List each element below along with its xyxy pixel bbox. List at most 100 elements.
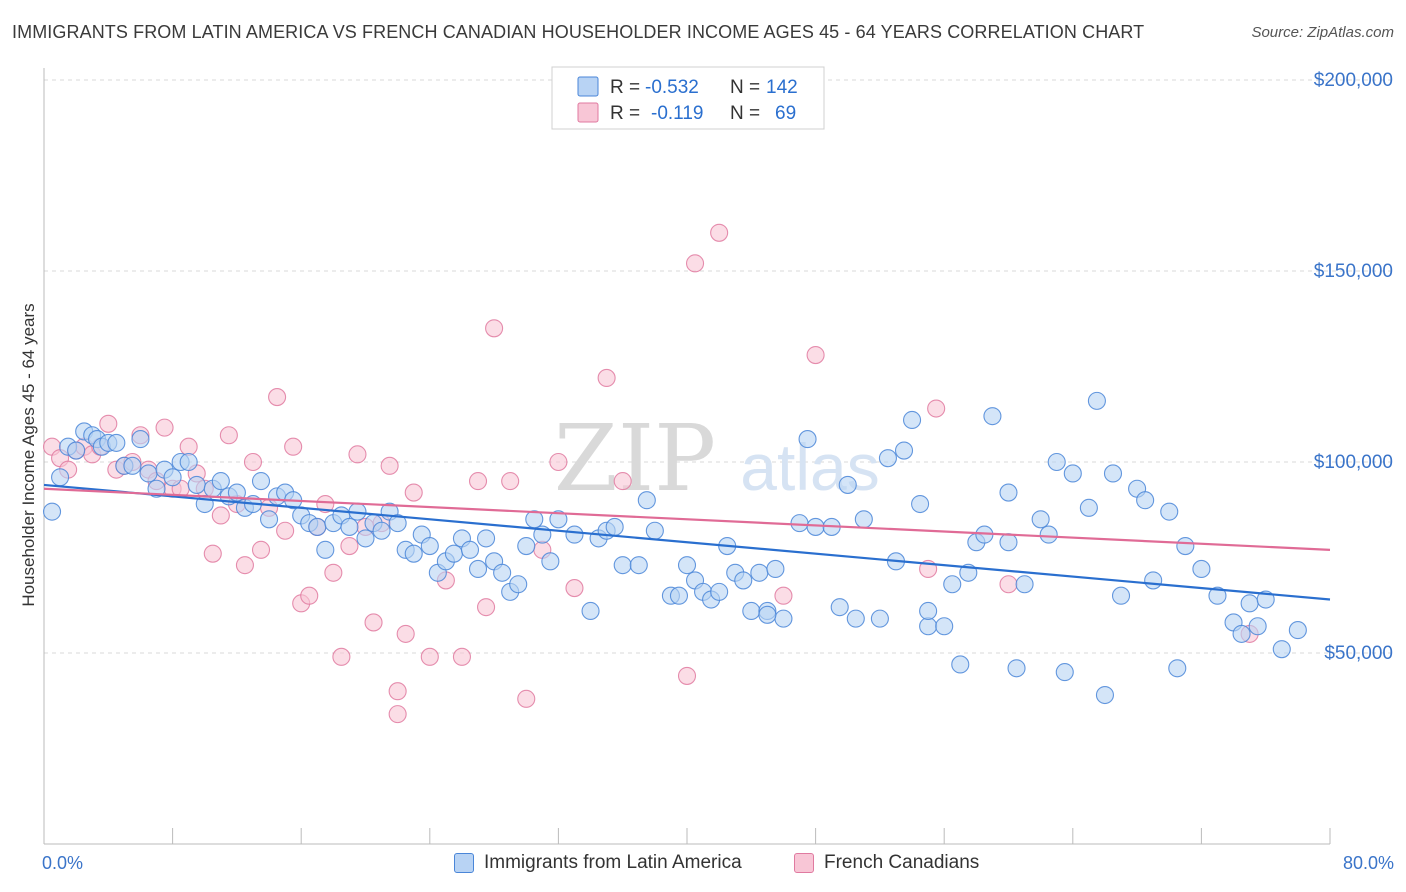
point-latin-america [581, 601, 600, 621]
point-french-canadians [388, 682, 407, 701]
legend-stats: R = -0.532 N = 142 R = -0.119 N = 69 [551, 66, 825, 130]
point-french-canadians [324, 563, 343, 582]
point-latin-america [388, 514, 407, 533]
point-latin-america [830, 598, 849, 617]
point-latin-america [935, 617, 954, 636]
legend-label-french-canadians: French Canadians [824, 852, 980, 873]
point-latin-america [1232, 624, 1251, 643]
watermark: ZIP atlas [554, 405, 880, 512]
point-latin-america [919, 601, 938, 621]
point-french-canadians [774, 586, 793, 605]
point-latin-america [999, 483, 1018, 502]
point-latin-america [1168, 659, 1187, 678]
point-french-canadians [284, 437, 303, 456]
legend-item-latin-america[interactable]: Immigrants from Latin America [454, 852, 742, 874]
point-latin-america [806, 517, 825, 536]
point-latin-america [372, 521, 391, 540]
point-french-canadians [364, 613, 383, 632]
point-french-canadians [99, 414, 118, 433]
point-latin-america [468, 559, 488, 579]
point-latin-america [766, 559, 785, 579]
point-latin-america [790, 514, 809, 533]
point-latin-america [51, 468, 70, 487]
point-latin-america [1288, 621, 1307, 640]
point-latin-america [404, 544, 423, 563]
point-latin-america [1039, 525, 1058, 544]
point-latin-america [1176, 536, 1195, 556]
point-latin-america [758, 605, 777, 624]
point-latin-america [1079, 498, 1098, 517]
legend-r-label-blue: R = [610, 77, 640, 98]
point-french-canadians [927, 399, 946, 418]
series-french-canadians-points [42, 223, 1259, 724]
point-french-canadians [806, 345, 825, 365]
point-latin-america [1111, 586, 1131, 605]
point-french-canadians [613, 472, 632, 491]
point-latin-america [1047, 452, 1066, 472]
point-latin-america [163, 468, 182, 487]
point-latin-america [894, 441, 914, 460]
point-latin-america [477, 529, 496, 548]
y-axis-title: Householder Income Ages 45 - 64 years [19, 303, 38, 606]
chart-title: IMMIGRANTS FROM LATIN AMERICA VS FRENCH … [12, 22, 1145, 42]
legend-r-value-blue: -0.532 [645, 77, 699, 98]
point-french-canadians [300, 586, 319, 605]
point-latin-america [1240, 594, 1259, 613]
axes [43, 68, 1331, 845]
y-tick-label: $200,000 [1314, 70, 1393, 91]
point-latin-america [420, 536, 439, 556]
point-latin-america [1103, 464, 1123, 483]
legend-item-french-canadians[interactable]: French Canadians [794, 852, 979, 874]
point-latin-america [211, 472, 230, 491]
point-latin-america [1160, 502, 1179, 521]
point-latin-america [316, 540, 335, 559]
point-french-canadians [219, 426, 238, 445]
point-latin-america [613, 556, 632, 575]
point-latin-america [911, 494, 930, 514]
point-french-canadians [316, 494, 335, 514]
point-french-canadians [268, 388, 287, 407]
point-latin-america [919, 617, 938, 636]
x-tick-label-min: 0.0% [42, 853, 83, 873]
point-latin-america [983, 407, 1002, 426]
point-latin-america [509, 575, 528, 594]
point-latin-america [999, 533, 1018, 552]
point-french-canadians [235, 556, 254, 575]
point-french-canadians [340, 536, 359, 556]
point-french-canadians [251, 540, 271, 559]
legend-swatch-french-canadians [794, 853, 814, 873]
point-latin-america [565, 525, 584, 544]
legend-swatch-pink [577, 102, 599, 123]
point-french-canadians [565, 579, 584, 598]
point-french-canadians [685, 254, 705, 273]
point-latin-america [1063, 464, 1082, 483]
point-french-canadians [404, 483, 423, 502]
point-french-canadians [348, 445, 367, 464]
point-french-canadians [243, 452, 263, 472]
point-french-canadians [179, 437, 198, 456]
point-latin-america [251, 472, 271, 491]
y-tick-label: $100,000 [1314, 452, 1393, 473]
point-latin-america [677, 556, 697, 575]
point-latin-america [1095, 685, 1114, 705]
point-latin-america [943, 575, 962, 594]
point-latin-america [1015, 575, 1034, 594]
source-label: Source: ZipAtlas.com [1251, 24, 1394, 41]
point-latin-america [179, 452, 198, 472]
point-latin-america [541, 552, 560, 571]
point-french-canadians [332, 647, 351, 666]
point-latin-america [669, 586, 689, 605]
point-latin-america [902, 410, 922, 430]
legend-r-value-pink: -0.119 [651, 103, 703, 124]
point-french-canadians [549, 452, 568, 472]
point-latin-america [1031, 510, 1050, 529]
point-latin-america [1272, 640, 1291, 659]
legend-r-label-pink: R = [610, 103, 640, 124]
point-latin-america [1136, 491, 1155, 510]
point-latin-america [139, 464, 158, 483]
point-latin-america [1248, 617, 1267, 636]
point-french-canadians [468, 472, 488, 491]
point-latin-america [637, 491, 656, 510]
point-latin-america [605, 517, 624, 536]
point-latin-america [259, 510, 279, 529]
